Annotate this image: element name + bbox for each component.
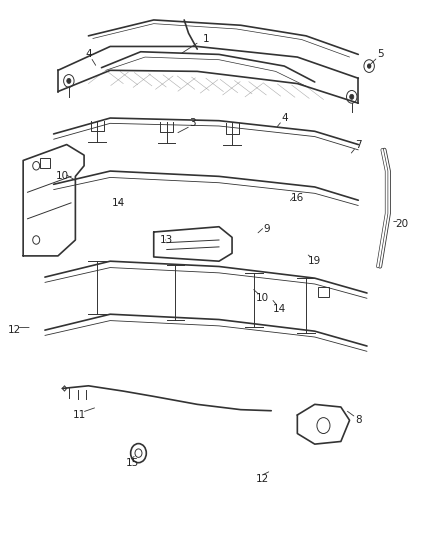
Text: 12: 12: [8, 325, 21, 335]
Text: 15: 15: [125, 458, 138, 467]
Circle shape: [350, 94, 354, 99]
FancyBboxPatch shape: [40, 158, 50, 168]
Text: 10: 10: [56, 172, 69, 181]
Text: 4: 4: [281, 113, 288, 123]
Text: 8: 8: [355, 415, 362, 425]
Text: 3: 3: [190, 118, 196, 128]
Text: 14: 14: [112, 198, 126, 208]
Text: 7: 7: [355, 140, 362, 150]
Text: 16: 16: [291, 192, 304, 203]
Text: 19: 19: [308, 256, 321, 266]
Text: 5: 5: [377, 50, 383, 59]
Circle shape: [367, 63, 371, 69]
Text: 12: 12: [256, 474, 269, 483]
FancyBboxPatch shape: [318, 287, 328, 297]
Text: 13: 13: [160, 235, 173, 245]
Circle shape: [67, 78, 71, 84]
Text: 20: 20: [395, 219, 408, 229]
Text: 1: 1: [203, 34, 209, 44]
Text: 10: 10: [256, 293, 269, 303]
Text: 4: 4: [85, 50, 92, 59]
Text: 11: 11: [73, 410, 86, 420]
Text: 9: 9: [264, 224, 270, 235]
Text: 14: 14: [273, 304, 286, 314]
